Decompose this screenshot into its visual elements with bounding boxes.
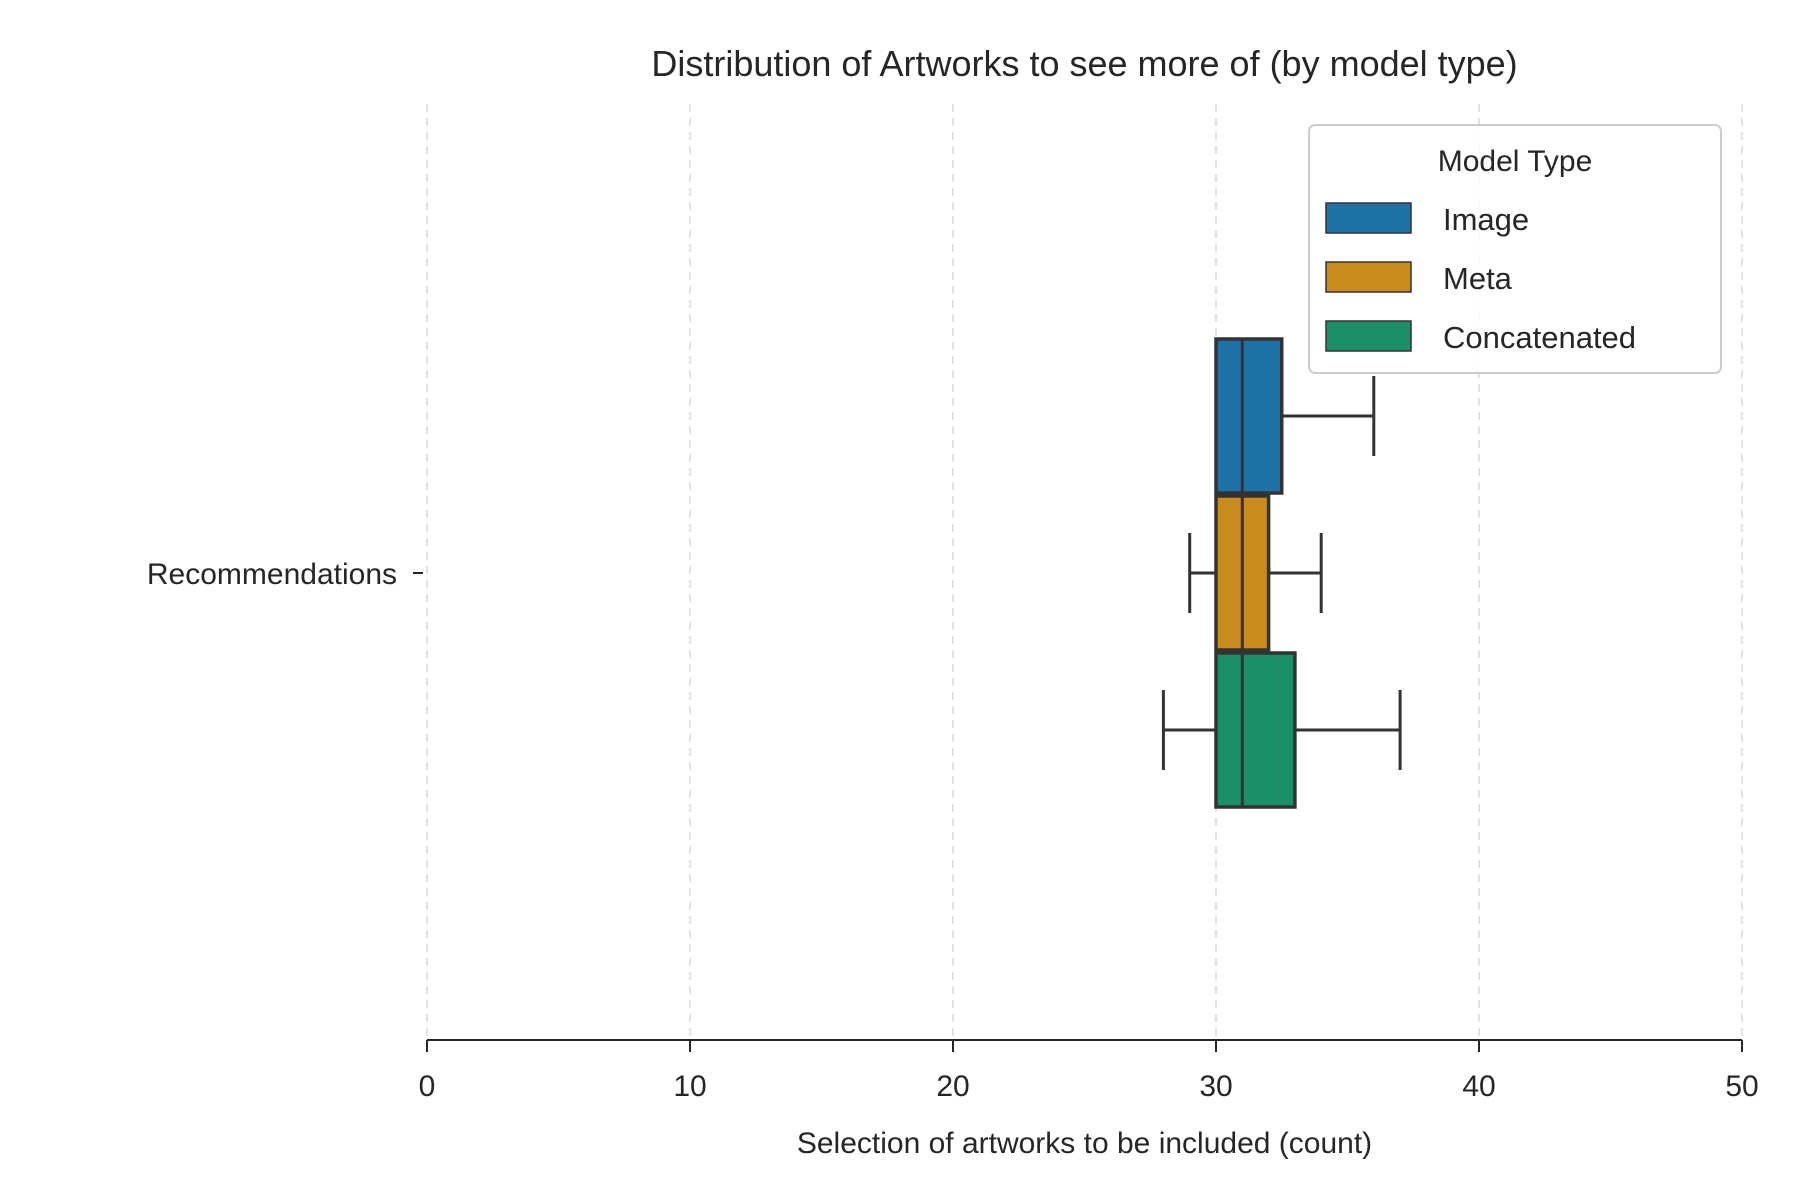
box-iqr bbox=[1214, 651, 1297, 809]
box-meta bbox=[1188, 494, 1323, 652]
x-tick-label: 0 bbox=[419, 1070, 436, 1103]
legend-label: Meta bbox=[1443, 261, 1513, 296]
x-tick-label: 50 bbox=[1725, 1070, 1758, 1103]
y-axis-ticks: Recommendations bbox=[147, 558, 423, 591]
legend-swatch bbox=[1325, 261, 1412, 293]
box-plot-series bbox=[1161, 337, 1402, 809]
legend-item: Concatenated bbox=[1325, 320, 1636, 355]
box-image bbox=[1214, 337, 1376, 495]
x-tick-label: 10 bbox=[673, 1070, 706, 1103]
y-tick-label: Recommendations bbox=[147, 558, 397, 591]
chart-title: Distribution of Artworks to see more of … bbox=[651, 43, 1517, 84]
legend-item: Image bbox=[1325, 202, 1529, 237]
box-iqr bbox=[1214, 337, 1284, 495]
legend-swatch bbox=[1325, 202, 1412, 234]
x-axis: 0 10 20 30 40 50 bbox=[419, 1039, 1759, 1103]
x-axis-label: Selection of artworks to be included (co… bbox=[797, 1127, 1372, 1160]
legend-label: Image bbox=[1443, 202, 1529, 237]
x-tick-label: 40 bbox=[1462, 1070, 1495, 1103]
legend: Model Type Image Meta Concatenated bbox=[1308, 124, 1722, 374]
legend-title: Model Type bbox=[1438, 145, 1593, 178]
legend-item: Meta bbox=[1325, 261, 1513, 296]
legend-swatch bbox=[1325, 320, 1412, 352]
legend-frame bbox=[1308, 124, 1722, 374]
x-tick-label: 20 bbox=[936, 1070, 969, 1103]
x-tick-label: 30 bbox=[1199, 1070, 1232, 1103]
box-concatenated bbox=[1161, 651, 1402, 809]
legend-label: Concatenated bbox=[1443, 320, 1636, 355]
